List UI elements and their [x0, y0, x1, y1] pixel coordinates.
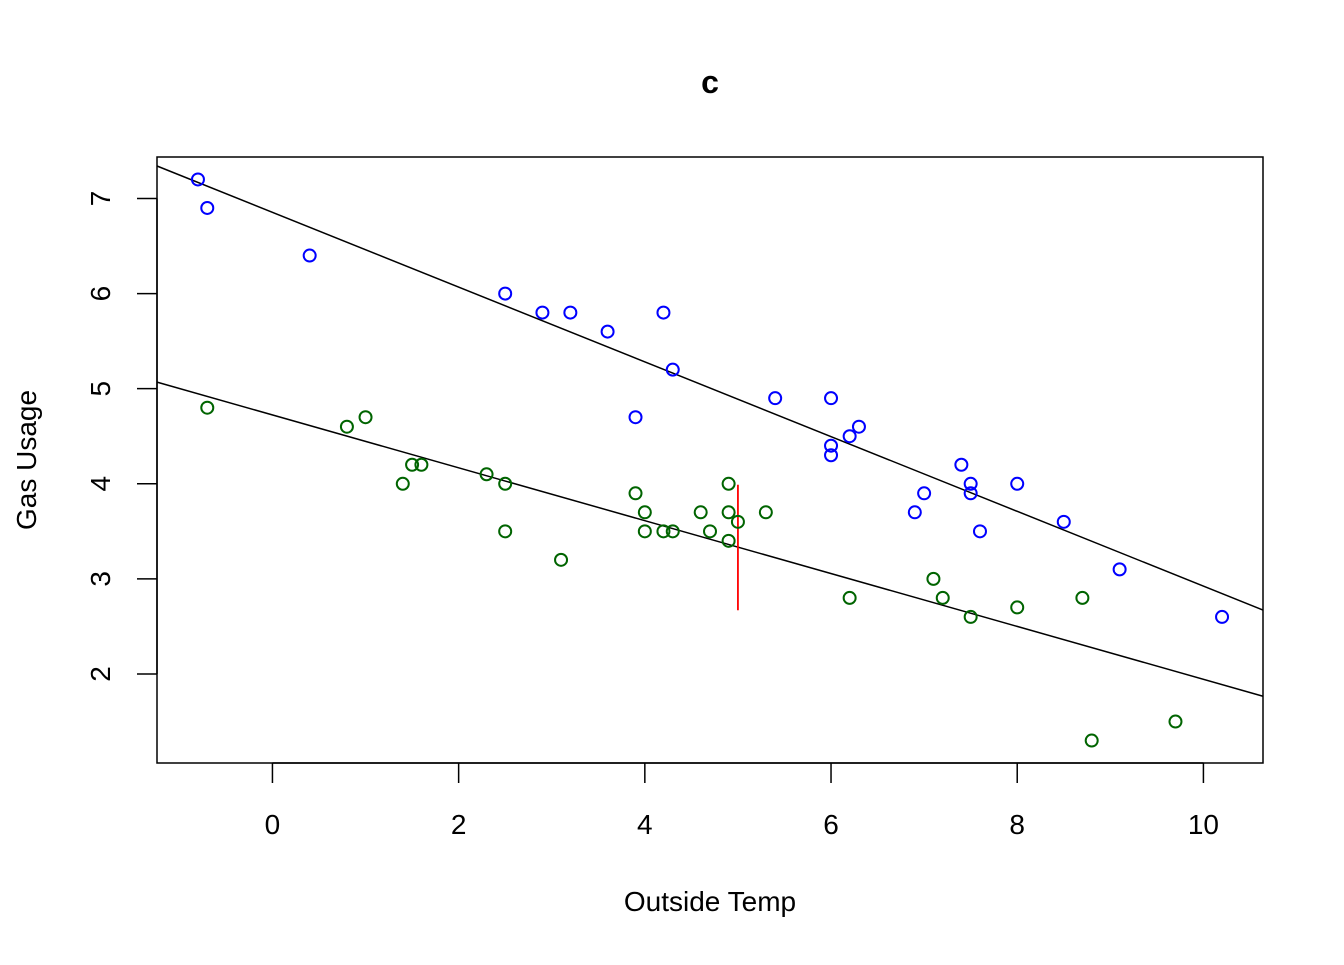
data-point-before — [907, 505, 922, 520]
data-point-after — [498, 524, 513, 539]
data-point-before — [972, 524, 987, 539]
data-point-before — [963, 476, 978, 491]
data-point-before — [1056, 514, 1071, 529]
chart-title: c — [701, 64, 719, 100]
data-point-after — [358, 410, 373, 425]
y-tick-label: 2 — [85, 666, 116, 682]
data-point-after — [1084, 733, 1099, 748]
x-tick-label: 2 — [451, 809, 467, 840]
data-point-before — [498, 286, 513, 301]
data-point-after — [405, 457, 420, 472]
data-point-before — [917, 486, 932, 501]
data-point-after — [703, 524, 717, 539]
data-point-after — [721, 533, 736, 548]
y-tick-label: 5 — [85, 381, 116, 397]
data-point-after — [339, 419, 354, 434]
data-point-before — [1112, 562, 1127, 577]
y-axis-label: Gas Usage — [11, 390, 42, 530]
data-point-after — [554, 552, 569, 567]
data-point-after — [414, 457, 429, 472]
x-tick-label: 0 — [265, 809, 281, 840]
data-point-before — [824, 448, 839, 463]
data-point-after — [693, 505, 708, 520]
y-tick-label: 7 — [85, 191, 116, 207]
x-tick-label: 8 — [1009, 809, 1025, 840]
data-point-before — [563, 305, 578, 320]
data-point-before — [1010, 476, 1025, 491]
data-point-after — [1010, 600, 1025, 615]
data-point-after — [628, 486, 643, 501]
data-point-before — [600, 324, 615, 339]
data-point-after — [730, 514, 745, 529]
data-point-after — [498, 476, 513, 491]
data-point-before — [824, 438, 839, 453]
y-tick-label: 3 — [85, 571, 116, 587]
data-point-after — [656, 524, 671, 539]
data-point-before — [628, 410, 643, 425]
data-point-before — [1215, 609, 1230, 624]
data-point-after — [1168, 714, 1183, 729]
data-point-before — [842, 429, 857, 444]
data-point-after — [963, 609, 978, 624]
fit-before-line — [156, 165, 1264, 611]
x-tick-label: 4 — [637, 809, 653, 840]
data-point-before — [535, 305, 550, 320]
data-point-after — [637, 505, 652, 520]
data-point-after — [1075, 590, 1090, 605]
data-point-after — [479, 467, 494, 482]
data-point-before — [963, 486, 978, 501]
data-point-before — [768, 391, 783, 406]
data-point-after — [842, 590, 857, 605]
x-axis-label: Outside Temp — [624, 886, 796, 917]
x-tick-label: 6 — [823, 809, 839, 840]
y-tick-label: 4 — [85, 476, 116, 492]
data-point-after — [395, 476, 410, 491]
data-point-before — [824, 391, 839, 406]
data-point-after — [721, 476, 736, 491]
data-point-after — [721, 505, 736, 520]
x-tick-label: 10 — [1188, 809, 1219, 840]
data-point-after — [637, 524, 652, 539]
data-point-before — [954, 457, 969, 472]
data-point-after — [935, 590, 950, 605]
data-point-after — [665, 524, 680, 539]
data-point-after — [200, 400, 215, 415]
data-point-before — [190, 172, 205, 187]
data-point-after — [758, 505, 773, 520]
data-point-before — [200, 200, 215, 215]
data-point-before — [302, 248, 317, 263]
data-point-before — [656, 305, 671, 320]
plot-frame — [156, 156, 1264, 764]
data-point-after — [926, 571, 941, 586]
fit-after-line — [156, 381, 1264, 697]
data-point-before — [851, 419, 866, 434]
y-tick-label: 6 — [85, 286, 116, 302]
data-point-before — [665, 362, 680, 377]
